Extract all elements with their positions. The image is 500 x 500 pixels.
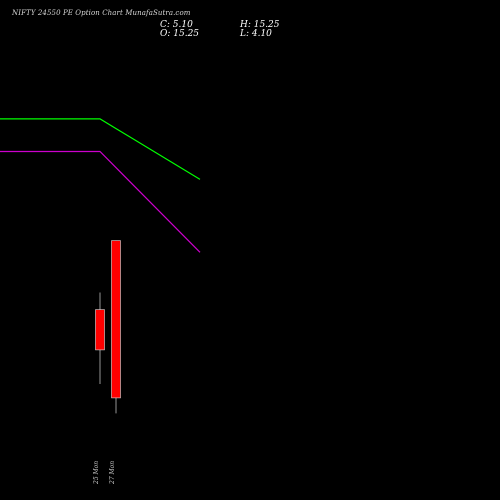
low-value: L: 4.10 xyxy=(240,29,272,39)
candles xyxy=(95,240,121,414)
x-axis-ticks: 25 Mon 27 Mon xyxy=(93,461,116,485)
x-tick-label: 25 Mon xyxy=(93,461,100,485)
high-value: H: 15.25 xyxy=(240,20,280,30)
indicator-line-2 xyxy=(0,150,201,253)
candle-body xyxy=(95,309,105,351)
indicator-line-1 xyxy=(0,118,201,180)
close-value: C: 5.10 xyxy=(160,20,193,30)
candle-body xyxy=(111,240,121,399)
indicator-lines xyxy=(0,118,201,253)
x-tick-label: 27 Mon xyxy=(109,461,116,485)
open-value: O: 15.25 xyxy=(160,29,200,39)
chart-title: NIFTY 24550 PE Option Chart MunafaSutra.… xyxy=(12,9,191,17)
